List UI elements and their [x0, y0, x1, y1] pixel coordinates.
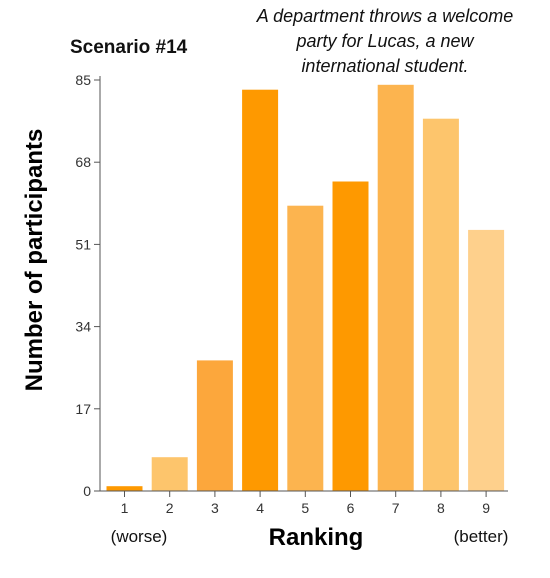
y-axis: 0 17 34 51 68 85: [75, 72, 101, 499]
x-tick-label: 5: [301, 500, 309, 516]
x-tick-label: 6: [347, 500, 355, 516]
y-tick-label: 51: [75, 236, 91, 252]
x-tick-label: 4: [256, 500, 264, 516]
bar-1: [106, 486, 143, 491]
caption-line-1: A department throws a welcome: [256, 6, 513, 26]
x-tick-label: 9: [482, 500, 490, 516]
chart-title: Scenario #14: [70, 37, 188, 58]
caption-line-3: international student.: [301, 56, 468, 76]
bar-3: [196, 360, 233, 491]
x-low-note: (worse): [111, 527, 168, 546]
x-axis: 1 2 3 4 5 6 7 8 9: [100, 490, 508, 516]
x-axis-label: Ranking: [269, 524, 364, 551]
caption-line-2: party for Lucas, a new: [295, 31, 474, 51]
bar-5: [287, 205, 324, 491]
y-tick-label: 85: [75, 72, 91, 88]
x-tick-label: 1: [121, 500, 129, 516]
y-tick-label: 34: [75, 319, 91, 335]
x-high-note: (better): [454, 527, 509, 546]
bar-7: [377, 84, 414, 492]
y-tick-label: 17: [75, 401, 91, 417]
x-tick-label: 8: [437, 500, 445, 516]
bar-6: [332, 181, 369, 491]
x-tick-label: 2: [166, 500, 174, 516]
x-tick-label: 3: [211, 500, 219, 516]
bars-group: [106, 84, 505, 492]
y-tick-label: 68: [75, 154, 91, 170]
y-axis-label: Number of participants: [21, 129, 48, 392]
bar-4: [242, 89, 279, 491]
x-tick-label: 7: [392, 500, 400, 516]
bar-8: [422, 118, 459, 491]
bar-2: [151, 457, 188, 491]
bar-9: [468, 229, 505, 491]
y-tick-label: 0: [83, 483, 91, 499]
